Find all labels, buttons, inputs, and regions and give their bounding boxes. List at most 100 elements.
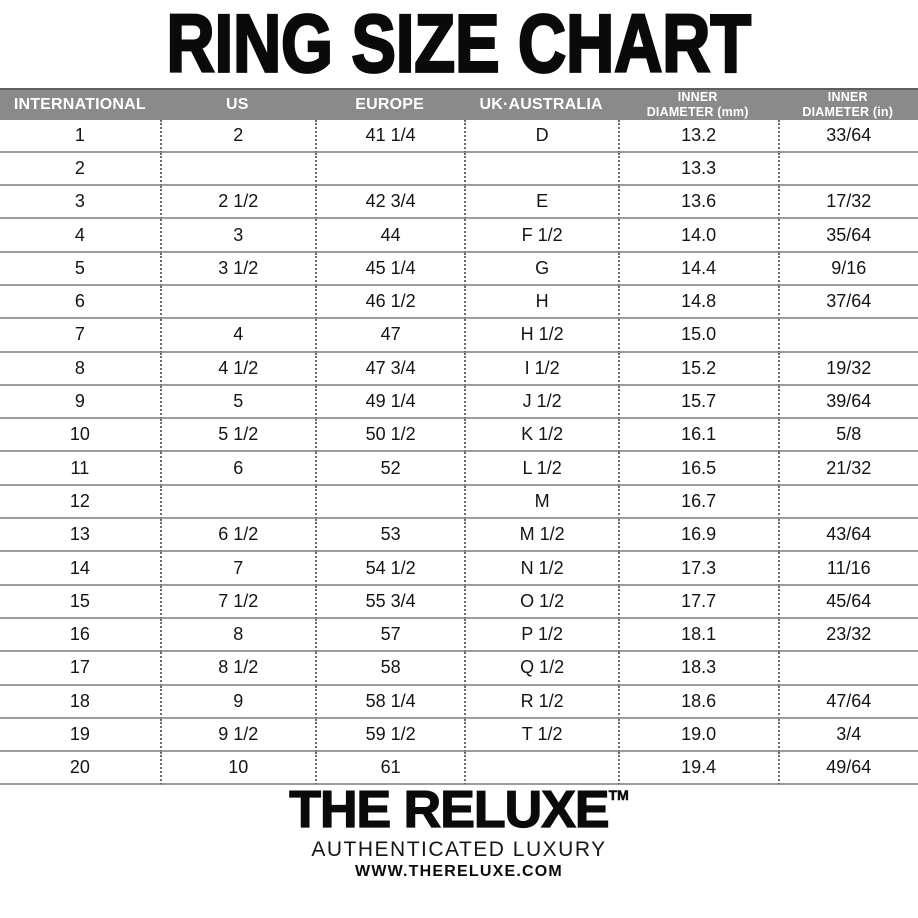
cell-inner-diameter-in: 33/64 [777,119,918,153]
cell-inner-diameter-in: 11/16 [777,552,918,586]
cell-inner-diameter-in: 39/64 [777,385,918,420]
cell-inner-diameter-in: 23/32 [777,618,918,653]
size-table-body: 1 2 41 1/4 D 13.2 33/64 2 13.3 3 2 1/2 42 3/4 E 13.6… [0,119,918,786]
table-header-row: INTERNATIONAL US EUROPE UK·AUSTRALIA INN… [0,88,918,120]
cell-europe: 53 [314,519,465,553]
table-row: 1 2 41 1/4 D 13.2 33/64 [0,119,918,153]
col-header-inner-diameter-in: INNER DIAMETER (in) [777,88,918,120]
cell-uk-australia: M 1/2 [464,519,618,553]
cell-us: 9 1/2 [159,718,315,753]
cell-europe: 57 [314,618,465,653]
cell-inner-diameter-in [777,652,918,686]
table-row: 18 9 58 1/4 R 1/2 18.6 47/64 [0,685,918,719]
cell-uk-australia: N 1/2 [464,552,618,586]
col-header-inner-in-line1: INNER [827,90,868,104]
cell-us [159,285,315,320]
cell-inner-diameter-mm: 19.0 [617,718,778,753]
col-header-europe: EUROPE [314,88,465,120]
cell-europe: 47 [314,319,465,353]
table-row: 14 7 54 1/2 N 1/2 17.3 11/16 [0,552,918,586]
col-header-inner-in-line2: DIAMETER (in) [802,104,894,119]
cell-europe: 45 1/4 [314,252,465,286]
cell-international: 6 [0,286,160,320]
col-header-inner-mm-line1: INNER [677,90,718,104]
cell-europe: 58 1/4 [314,685,465,719]
cell-international: 5 [0,253,160,286]
cell-international: 8 [0,353,160,386]
cell-uk-australia: Q 1/2 [464,652,618,686]
cell-international: 11 [0,452,160,486]
cell-us: 3 [159,219,315,253]
cell-international: 2 [0,153,160,187]
cell-uk-australia: D [464,119,618,153]
cell-europe [314,485,465,520]
table-row: 12 M 16.7 [0,485,918,520]
cell-us [159,485,315,520]
cell-international: 13 [0,519,160,553]
cell-europe: 41 1/4 [314,119,465,153]
cell-international: 19 [0,719,160,753]
cell-inner-diameter-mm: 18.6 [617,685,778,719]
table-row: 2 13.3 [0,152,918,187]
cell-inner-diameter-in: 9/16 [777,252,918,286]
cell-inner-diameter-mm: 19.4 [617,752,778,786]
cell-uk-australia: G [464,252,618,286]
cell-europe: 42 3/4 [314,186,465,220]
brand-logo: THE RELUXETM [0,784,918,837]
table-row: 9 5 49 1/4 J 1/2 15.7 39/64 [0,385,918,420]
cell-international: 16 [0,619,160,653]
cell-us: 8 [159,618,315,653]
cell-inner-diameter-mm: 14.8 [617,285,778,320]
cell-international: 1 [0,120,160,153]
cell-us: 4 1/2 [159,352,315,386]
cell-international: 7 [0,319,160,353]
cell-us: 5 1/2 [159,419,315,453]
cell-europe: 61 [314,752,465,786]
cell-uk-australia: E [464,186,618,220]
brand-tagline: AUTHENTICATED LUXURY [311,838,607,862]
table-row: 4 3 44 F 1/2 14.0 35/64 [0,219,918,253]
cell-uk-australia: R 1/2 [464,685,618,719]
cell-inner-diameter-mm: 15.7 [617,385,778,420]
table-row: 10 5 1/2 50 1/2 K 1/2 16.1 5/8 [0,419,918,453]
col-header-international: INTERNATIONAL [0,88,160,120]
cell-international: 12 [0,486,160,520]
cell-inner-diameter-in: 49/64 [777,752,918,786]
cell-europe: 46 1/2 [314,285,465,320]
table-row: 11 6 52 L 1/2 16.5 21/32 [0,452,918,486]
cell-inner-diameter-in: 45/64 [777,585,918,619]
ring-size-table: INTERNATIONAL US EUROPE UK·AUSTRALIA INN… [0,88,918,786]
cell-uk-australia: J 1/2 [464,385,618,420]
cell-europe: 52 [314,452,465,486]
cell-inner-diameter-in [777,485,918,520]
table-row: 17 8 1/2 58 Q 1/2 18.3 [0,652,918,686]
cell-inner-diameter-mm: 18.3 [617,652,778,686]
cell-us: 7 1/2 [159,585,315,619]
cell-us [159,152,315,187]
cell-uk-australia [464,152,618,187]
table-row: 15 7 1/2 55 3/4 O 1/2 17.7 45/64 [0,585,918,619]
cell-europe: 44 [314,219,465,253]
cell-us: 4 [159,319,315,353]
cell-uk-australia: H 1/2 [464,319,618,353]
col-header-us: US [159,88,315,120]
trademark-symbol: TM [608,787,629,804]
cell-us: 8 1/2 [159,652,315,686]
cell-inner-diameter-in: 19/32 [777,352,918,386]
table-row: 16 8 57 P 1/2 18.1 23/32 [0,618,918,653]
cell-inner-diameter-in: 5/8 [777,419,918,453]
cell-inner-diameter-in: 21/32 [777,452,918,486]
cell-us: 9 [159,685,315,719]
cell-inner-diameter-in: 37/64 [777,285,918,320]
cell-uk-australia: H [464,285,618,320]
cell-inner-diameter-mm: 15.2 [617,352,778,386]
cell-uk-australia: P 1/2 [464,618,618,653]
page-title: RING SIZE CHART [166,0,753,90]
cell-international: 9 [0,386,160,420]
cell-us: 10 [159,752,315,786]
footer: THE RELUXETM AUTHENTICATED LUXURY WWW.TH… [0,784,918,880]
cell-us: 6 [159,452,315,486]
